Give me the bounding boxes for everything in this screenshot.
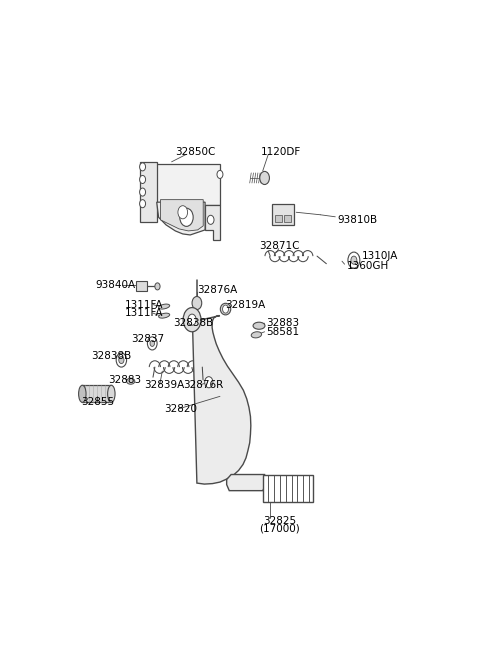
Text: 32871C: 32871C <box>259 241 300 251</box>
Ellipse shape <box>158 304 170 309</box>
Text: 32883: 32883 <box>266 318 300 328</box>
Ellipse shape <box>108 385 115 402</box>
Ellipse shape <box>158 313 170 318</box>
Circle shape <box>260 172 269 185</box>
Text: 1120DF: 1120DF <box>261 147 301 157</box>
Polygon shape <box>263 474 313 502</box>
Circle shape <box>140 188 145 196</box>
Circle shape <box>178 206 188 219</box>
Text: 58581: 58581 <box>266 327 300 337</box>
Text: 93810B: 93810B <box>337 215 377 225</box>
Circle shape <box>150 341 155 346</box>
Text: 32837: 32837 <box>131 334 164 344</box>
Circle shape <box>223 305 228 313</box>
Circle shape <box>188 314 196 326</box>
Text: 32883: 32883 <box>108 375 142 384</box>
Circle shape <box>180 208 193 227</box>
Bar <box>136 282 147 291</box>
Bar <box>275 215 282 222</box>
Circle shape <box>348 252 360 269</box>
Text: (17000): (17000) <box>259 524 300 534</box>
Circle shape <box>147 337 157 350</box>
Polygon shape <box>151 164 220 204</box>
Text: 32838B: 32838B <box>173 318 214 328</box>
Circle shape <box>183 308 201 332</box>
Circle shape <box>140 200 145 208</box>
Text: 32819A: 32819A <box>226 299 266 310</box>
Text: 1310JA: 1310JA <box>361 251 398 261</box>
Polygon shape <box>227 474 266 491</box>
Text: 93840A: 93840A <box>96 280 135 290</box>
Circle shape <box>204 377 213 388</box>
Text: 32820: 32820 <box>164 404 197 414</box>
Circle shape <box>116 353 127 367</box>
Circle shape <box>192 297 202 310</box>
Text: 1311FA: 1311FA <box>125 299 164 310</box>
Circle shape <box>217 170 223 178</box>
Circle shape <box>207 215 214 225</box>
Polygon shape <box>156 202 205 235</box>
Polygon shape <box>192 316 251 484</box>
Text: 1360GH: 1360GH <box>347 261 389 271</box>
Text: 32876A: 32876A <box>198 286 238 295</box>
Text: 32839A: 32839A <box>144 380 184 390</box>
Circle shape <box>155 283 160 290</box>
Circle shape <box>351 256 357 264</box>
Polygon shape <box>205 204 220 240</box>
Circle shape <box>119 356 124 364</box>
Ellipse shape <box>127 378 135 384</box>
Ellipse shape <box>79 385 86 402</box>
Ellipse shape <box>220 303 231 315</box>
Bar <box>272 204 294 225</box>
Text: 32850C: 32850C <box>176 147 216 157</box>
Polygon shape <box>160 200 203 231</box>
Bar <box>284 215 291 222</box>
Text: 1311FA: 1311FA <box>125 308 164 318</box>
Bar <box>83 385 111 402</box>
Text: 32825: 32825 <box>263 516 296 526</box>
Text: 32855: 32855 <box>82 398 115 407</box>
Text: 32838B: 32838B <box>92 351 132 361</box>
Ellipse shape <box>251 331 262 338</box>
Ellipse shape <box>253 322 265 329</box>
Polygon shape <box>140 162 156 222</box>
Circle shape <box>140 176 145 183</box>
Text: 32876R: 32876R <box>183 380 223 390</box>
Circle shape <box>140 163 145 171</box>
